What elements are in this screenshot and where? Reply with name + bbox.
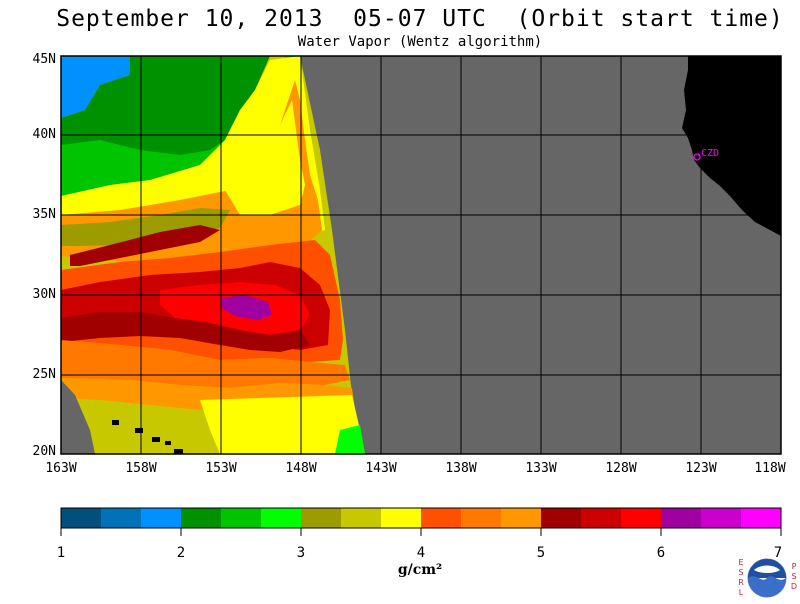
swath-gap xyxy=(61,380,95,454)
colorbar-segment xyxy=(221,508,262,528)
map-title: September 10, 2013 05-07 UTC (Orbit star… xyxy=(56,6,784,32)
station-marker xyxy=(693,153,701,161)
vapor-band-green-light xyxy=(61,140,225,196)
lon-label-123w: 123W xyxy=(685,461,717,476)
colorbar-tick-7: 7 xyxy=(773,545,783,561)
colorbar-segment xyxy=(101,508,142,528)
colorbar xyxy=(61,508,782,528)
vapor-band-orange-lower xyxy=(61,340,350,388)
colorbar-segment xyxy=(181,508,222,528)
lon-label-163w: 163W xyxy=(45,461,77,476)
hawaii-islands xyxy=(112,420,183,454)
lon-label-138w: 138W xyxy=(445,461,477,476)
vapor-band-orange-upper xyxy=(61,80,322,262)
map-border xyxy=(60,55,782,455)
lat-label-25n: 25N xyxy=(32,367,56,382)
logo-letter-d: D xyxy=(790,582,798,591)
colorbar-segment xyxy=(461,508,502,528)
colorbar-segment xyxy=(301,508,342,528)
logo-letter-r: R xyxy=(738,578,744,587)
noaa-logo: E S R L P S D xyxy=(736,556,798,600)
lat-lon-grid xyxy=(61,56,781,454)
vapor-streak-dark-red xyxy=(70,225,220,266)
lat-label-35n: 35N xyxy=(32,207,56,222)
lat-label-30n: 30N xyxy=(32,287,56,302)
colorbar-segment xyxy=(421,508,462,528)
vapor-max-purple xyxy=(220,295,272,320)
colorbar-segment xyxy=(141,508,182,528)
colorbar-ticks xyxy=(60,528,782,536)
lon-label-148w: 148W xyxy=(285,461,317,476)
vapor-band-yellow-inner xyxy=(225,100,305,215)
vapor-band-green-lower xyxy=(335,425,365,454)
colorbar-segment xyxy=(341,508,382,528)
land-california xyxy=(682,56,781,236)
colorbar-segment xyxy=(61,508,102,528)
map-field xyxy=(61,56,781,454)
lon-label-143w: 143W xyxy=(365,461,397,476)
colorbar-segment xyxy=(381,508,422,528)
colorbar-tick-4: 4 xyxy=(416,545,426,561)
logo-letter-p: P xyxy=(791,562,797,571)
lon-label-128w: 128W xyxy=(605,461,637,476)
colorbar-segment xyxy=(501,508,542,528)
map-subtitle: Water Vapor (Wentz algorithm) xyxy=(297,34,543,50)
colorbar-unit: g/cm² xyxy=(397,562,443,578)
colorbar-segment xyxy=(741,508,782,528)
lon-label-153w: 153W xyxy=(205,461,237,476)
noaa-emblem-icon xyxy=(747,558,787,598)
lon-label-158w: 158W xyxy=(125,461,157,476)
colorbar-segment xyxy=(621,508,662,528)
lat-label-45n: 45N xyxy=(32,52,56,67)
colorbar-segment xyxy=(701,508,742,528)
vapor-band-blue xyxy=(61,56,130,118)
logo-letter-l: L xyxy=(738,588,744,597)
logo-letter-s2: S xyxy=(791,572,797,581)
colorbar-segment xyxy=(661,508,702,528)
station-label: CZD xyxy=(701,148,719,159)
lat-label-40n: 40N xyxy=(32,127,56,142)
colorbar-tick-1: 1 xyxy=(56,545,66,561)
logo-letter-s: S xyxy=(738,568,744,577)
colorbar-segment xyxy=(541,508,582,528)
vapor-band-yellow-lower xyxy=(200,395,365,454)
colorbar-tick-5: 5 xyxy=(536,545,546,561)
lat-label-20n: 20N xyxy=(32,444,56,459)
colorbar-tick-2: 2 xyxy=(176,545,186,561)
vapor-core-dark-red xyxy=(61,312,310,352)
lon-label-133w: 133W xyxy=(525,461,557,476)
colorbar-segment xyxy=(581,508,622,528)
logo-letter-e: E xyxy=(738,558,744,567)
lon-label-118w: 118W xyxy=(754,461,786,476)
colorbar-tick-6: 6 xyxy=(656,545,666,561)
colorbar-tick-3: 3 xyxy=(296,545,306,561)
colorbar-segment xyxy=(261,508,302,528)
vapor-band-olive xyxy=(61,208,230,246)
